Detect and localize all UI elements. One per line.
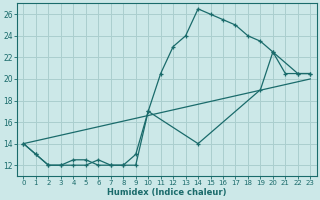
X-axis label: Humidex (Indice chaleur): Humidex (Indice chaleur) [107, 188, 227, 197]
